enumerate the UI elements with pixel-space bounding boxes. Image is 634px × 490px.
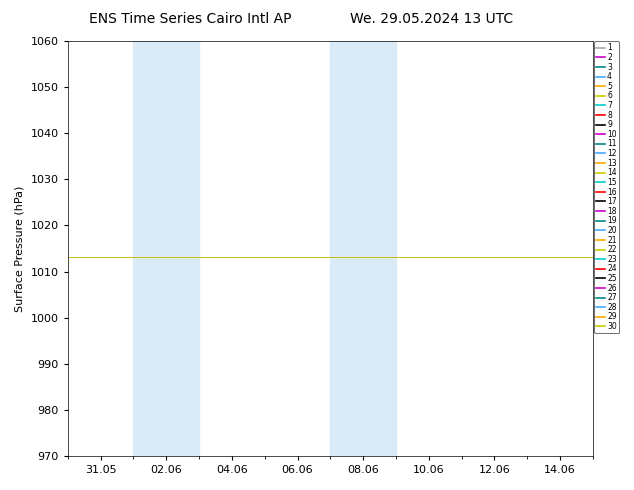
Text: ENS Time Series Cairo Intl AP: ENS Time Series Cairo Intl AP — [89, 12, 292, 26]
Bar — [330, 41, 396, 456]
Text: We. 29.05.2024 13 UTC: We. 29.05.2024 13 UTC — [349, 12, 513, 26]
Y-axis label: Surface Pressure (hPa): Surface Pressure (hPa) — [15, 185, 25, 312]
Legend: 1, 2, 3, 4, 5, 6, 7, 8, 9, 10, 11, 12, 13, 14, 15, 16, 17, 18, 19, 20, 21, 22, 2: 1, 2, 3, 4, 5, 6, 7, 8, 9, 10, 11, 12, 1… — [594, 41, 619, 333]
Bar — [133, 41, 199, 456]
